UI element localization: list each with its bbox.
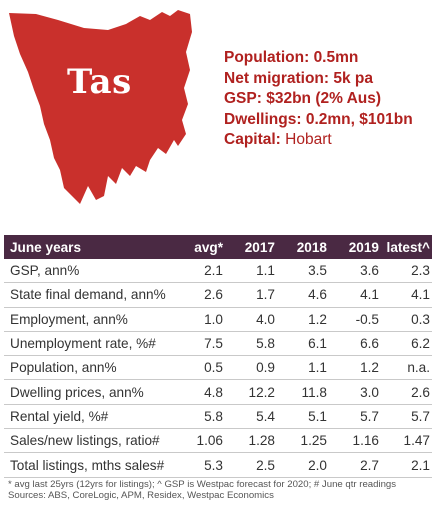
table-row: Employment, ann% 1.0 4.0 1.2 -0.5 0.3 — [4, 307, 432, 332]
fact-key: Population: — [224, 49, 310, 66]
table-row: GSP, ann% 2.1 1.1 3.5 3.6 2.3 — [4, 259, 432, 284]
row-label: Unemployment rate, %# — [4, 331, 176, 357]
sources-line: Sources: ABS, CoreLogic, APM, Residex, W… — [8, 490, 274, 501]
table-cell: 6.2 — [379, 331, 432, 357]
table-cell: 2.6 — [176, 282, 223, 308]
fact-capital: Capital: Hobart — [224, 130, 434, 151]
table-cell: 5.1 — [275, 404, 327, 430]
table-cell: n.a. — [379, 355, 432, 381]
table-cell: 1.25 — [275, 428, 327, 454]
col-header-2018: 2018 — [275, 235, 327, 259]
row-label: Sales/new listings, ratio# — [4, 428, 176, 454]
fact-value: 0.5mn — [313, 49, 359, 66]
fact-key: Dwellings: — [224, 110, 302, 128]
col-header-latest: latest^ — [379, 235, 432, 259]
fact-key: GSP: — [224, 90, 262, 107]
tasmania-map-shape — [9, 10, 192, 204]
table-cell: 2.3 — [379, 259, 432, 284]
table-cell: 5.4 — [223, 404, 275, 430]
table-header-row: June years avg* 2017 2018 2019 latest^ — [4, 235, 432, 259]
table-cell: 12.2 — [223, 379, 275, 405]
economic-indicators-table: June years avg* 2017 2018 2019 latest^ G… — [4, 235, 432, 478]
col-header-label: June years — [4, 235, 176, 259]
fact-gsp: GSP: $32bn (2% Aus) — [224, 89, 434, 110]
table-cell: 11.8 — [275, 379, 327, 405]
table-cell: 3.0 — [327, 379, 379, 405]
table-cell: 4.8 — [176, 379, 223, 405]
map-label: Tas — [67, 62, 132, 102]
table-cell: 5.7 — [379, 404, 432, 430]
table-body: GSP, ann% 2.1 1.1 3.5 3.6 2.3 State final dema… — [4, 259, 432, 478]
col-header-2017: 2017 — [223, 235, 275, 259]
table-cell: 5.7 — [327, 404, 379, 430]
table-cell: 1.0 — [176, 307, 223, 332]
table-cell: 0.5 — [176, 355, 223, 381]
table-cell: 5.8 — [223, 331, 275, 357]
row-label: State final demand, ann% — [4, 282, 176, 308]
table-cell: 1.2 — [327, 355, 379, 381]
table-cell: 3.6 — [327, 259, 379, 284]
tasmania-map: Tas — [0, 0, 200, 210]
fact-value: Hobart — [285, 131, 332, 148]
table-row: Sales/new listings, ratio# 1.06 1.28 1.25 1.… — [4, 428, 432, 454]
row-label: Total listings, mths sales# — [4, 452, 176, 478]
table-cell: 2.7 — [327, 452, 379, 478]
table-cell: 6.1 — [275, 331, 327, 357]
footnote-line: * avg last 25yrs (12yrs for listings); ^… — [8, 479, 397, 490]
table-cell: 1.1 — [275, 355, 327, 381]
table-row: Population, ann% 0.5 0.9 1.1 1.2 n.a. — [4, 355, 432, 381]
table-cell: 1.47 — [379, 428, 432, 454]
table-cell: 1.7 — [223, 282, 275, 308]
table-cell: 7.5 — [176, 331, 223, 357]
fact-population: Population: 0.5mn — [224, 48, 434, 69]
fact-key: Capital: — [224, 131, 281, 148]
table-cell: 2.1 — [379, 452, 432, 478]
fact-value: $32bn (2% Aus) — [266, 90, 382, 107]
table-cell: 1.06 — [176, 428, 223, 454]
table-cell: 4.1 — [379, 282, 432, 308]
table-cell: 1.16 — [327, 428, 379, 454]
row-label: Employment, ann% — [4, 307, 176, 332]
table-cell: 1.28 — [223, 428, 275, 454]
table-cell: 2.0 — [275, 452, 327, 478]
table-row: Dwelling prices, ann% 4.8 12.2 11.8 3.0 2.6 — [4, 379, 432, 405]
table-row: Rental yield, %# 5.8 5.4 5.1 5.7 5.7 — [4, 404, 432, 430]
table-cell: 2.5 — [223, 452, 275, 478]
row-label: Rental yield, %# — [4, 404, 176, 430]
table-cell: 2.1 — [176, 259, 223, 284]
table-row: State final demand, ann% 2.6 1.7 4.6 4.1 4.1 — [4, 282, 432, 308]
table-cell: 1.1 — [223, 259, 275, 284]
fact-net-migration: Net migration: 5k pa — [224, 69, 434, 90]
row-label: Population, ann% — [4, 355, 176, 381]
table-row: Unemployment rate, %# 7.5 5.8 6.1 6.6 6.2 — [4, 331, 432, 357]
col-header-avg: avg* — [176, 235, 223, 259]
table-cell: 2.6 — [379, 379, 432, 405]
row-label: Dwelling prices, ann% — [4, 379, 176, 405]
table-cell: 3.5 — [275, 259, 327, 284]
table-cell: 4.0 — [223, 307, 275, 332]
table-cell: 5.3 — [176, 452, 223, 478]
fact-value: 5k pa — [333, 69, 374, 87]
row-label: GSP, ann% — [4, 259, 176, 284]
table-cell: -0.5 — [327, 307, 379, 332]
table-cell: 4.1 — [327, 282, 379, 308]
table-cell: 5.8 — [176, 404, 223, 430]
table-cell: 4.6 — [275, 282, 327, 308]
fact-dwellings: Dwellings: 0.2mn, $101bn — [224, 110, 434, 131]
table-cell: 1.2 — [275, 307, 327, 332]
tasmania-outline — [9, 10, 192, 204]
table-row: Total listings, mths sales# 5.3 2.5 2.0 2.7 2… — [4, 452, 432, 478]
col-header-2019: 2019 — [327, 235, 379, 259]
fact-key: Net migration: — [224, 69, 330, 87]
table-cell: 6.6 — [327, 331, 379, 357]
table-cell: 0.3 — [379, 307, 432, 332]
table-cell: 0.9 — [223, 355, 275, 381]
facts-panel: Population: 0.5mn Net migration: 5k pa G… — [224, 48, 434, 151]
fact-value: 0.2mn, $101bn — [305, 110, 413, 128]
footnotes: * avg last 25yrs (12yrs for listings); ^… — [8, 479, 432, 501]
